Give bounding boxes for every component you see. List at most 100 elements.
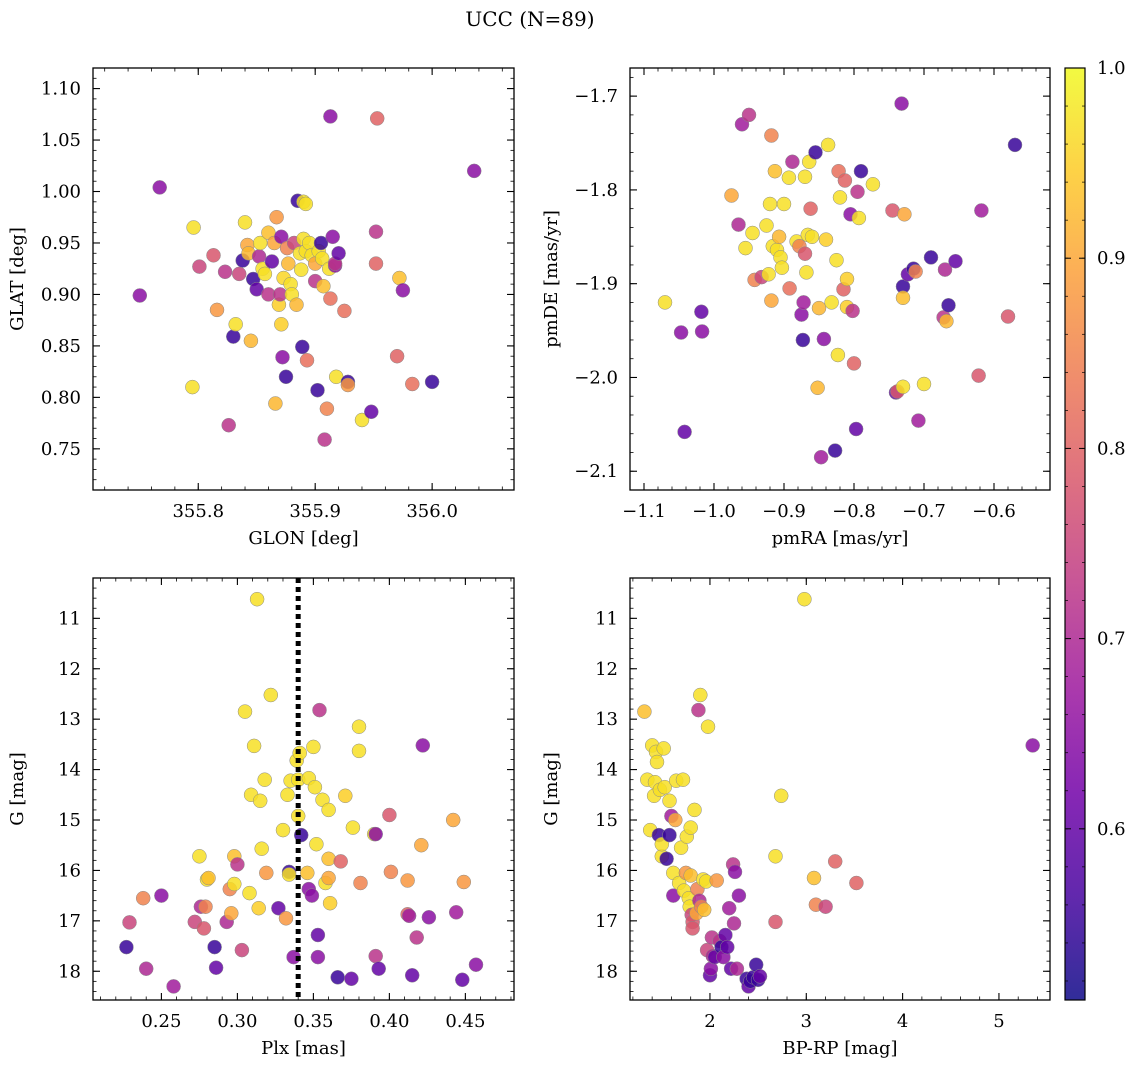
data-point [445, 812, 461, 828]
axes-frame [629, 577, 1051, 1001]
data-point [340, 377, 356, 393]
data-point [700, 719, 716, 734]
data-point [154, 888, 169, 903]
y-tick-label: 17 [58, 911, 81, 932]
y-tick-label: 18 [595, 961, 618, 982]
data-point [848, 421, 864, 437]
y-tick-label: 17 [595, 911, 618, 932]
data-point [693, 687, 708, 703]
colorbar-gradient [1065, 68, 1085, 1000]
data-point [466, 163, 482, 179]
data-point [231, 266, 247, 282]
data-point [827, 443, 843, 458]
x-tick-label: −0.7 [902, 501, 946, 522]
data-point [281, 256, 296, 271]
data-point [409, 930, 424, 945]
data-point [810, 380, 825, 396]
data-point [727, 864, 743, 880]
data-point [395, 283, 411, 298]
data-point [761, 267, 776, 282]
scatter-points [637, 591, 1040, 994]
data-point [316, 278, 331, 294]
data-point [824, 295, 839, 310]
data-point [762, 196, 778, 212]
data-point [811, 300, 827, 316]
data-point [894, 96, 909, 111]
y-tick-label: 0.90 [41, 284, 81, 305]
data-point [726, 916, 742, 931]
data-point [731, 888, 747, 903]
colorbar-tick-label: 0.8 [1097, 438, 1126, 459]
figure-title: UCC (N=89) [465, 7, 594, 31]
x-tick-label: 5 [993, 1011, 1004, 1032]
data-point [221, 417, 236, 433]
data-point [254, 841, 269, 856]
data-point [257, 772, 272, 787]
data-point [325, 229, 340, 245]
data-point [657, 295, 673, 310]
x-tick-label: 0.30 [217, 1011, 257, 1032]
data-point [971, 368, 986, 383]
data-point [720, 939, 735, 955]
data-point [237, 215, 253, 230]
y-tick-label: 13 [58, 709, 81, 730]
data-point [691, 702, 706, 718]
data-point [275, 822, 291, 838]
data-point [330, 970, 345, 985]
scatter-panel: 355.8 355.9 356.0 0.75 0.80 0.85 0.90 0.95 1.00 1… [7, 67, 515, 549]
data-point [185, 379, 200, 395]
y-tick-label: −1.9 [574, 274, 618, 295]
x-tick-label: −0.9 [762, 501, 806, 522]
data-point [310, 949, 326, 965]
data-point [415, 738, 431, 753]
data-point [138, 961, 154, 976]
data-point [659, 851, 674, 867]
x-tick-label: 355.9 [289, 501, 341, 522]
data-point [122, 915, 137, 930]
data-point [322, 895, 338, 911]
x-tick-label: 4 [897, 1011, 908, 1032]
data-point [785, 154, 800, 170]
data-point [656, 741, 671, 756]
data-point [718, 927, 733, 943]
y-tick-label: 0.75 [41, 439, 81, 460]
data-point [268, 396, 283, 411]
data-point [683, 868, 698, 883]
data-point [331, 246, 346, 261]
data-point [948, 253, 963, 269]
data-point [351, 743, 367, 759]
ticks: 2 3 4 5 11 12 13 14 15 16 17 18 [595, 578, 1050, 1032]
data-point [353, 875, 368, 891]
data-point [895, 290, 911, 306]
data-point [234, 942, 250, 958]
data-point [1000, 309, 1016, 324]
data-point [424, 374, 440, 390]
data-point [767, 163, 783, 179]
data-point [264, 254, 280, 269]
data-point [278, 911, 294, 926]
data-point [764, 128, 779, 143]
data-point [849, 875, 864, 891]
data-point [764, 293, 779, 308]
data-point [911, 413, 926, 428]
data-point [851, 210, 867, 226]
data-point [300, 865, 315, 881]
data-point [310, 382, 325, 398]
axes-frame [92, 67, 515, 491]
data-point [939, 313, 954, 329]
scatter-panel: −1.1 −1.0 −0.9 −0.8 −0.7 −0.6 −2.1 −2.0 −1.9 −1.8… [541, 67, 1051, 549]
data-point [845, 303, 860, 319]
data-point [794, 307, 809, 322]
data-point [313, 235, 329, 251]
data-point [259, 865, 274, 881]
data-point [752, 969, 768, 984]
y-axis-label: GLAT [deg] [7, 227, 28, 331]
x-tick-label: −0.8 [832, 501, 876, 522]
x-tick-label: 0.40 [369, 1011, 409, 1032]
data-point [850, 184, 865, 200]
data-point [299, 353, 315, 368]
data-point [637, 704, 652, 719]
x-axis-label: GLON [deg] [248, 528, 358, 549]
data-point [280, 787, 295, 803]
data-point [818, 899, 833, 914]
